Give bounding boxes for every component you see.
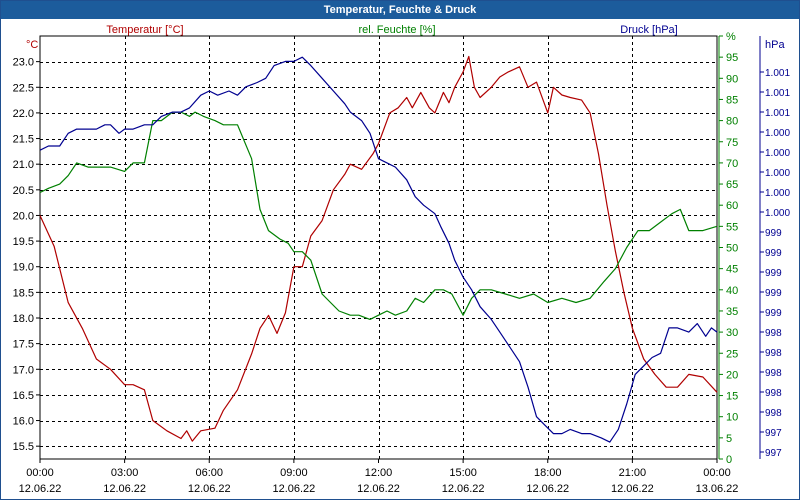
humidity-tick-label: 60 — [726, 200, 738, 212]
temperature-tick-label: 20.5 — [13, 185, 34, 197]
temperature-tick-label: 17.0 — [13, 364, 34, 376]
temperature-unit: °C — [26, 39, 38, 51]
humidity-tick-label: 50 — [726, 243, 738, 255]
pressure-tick-label: 999 — [765, 248, 782, 259]
humidity-tick-label: % — [726, 31, 736, 43]
humidity-tick-label: 70 — [726, 158, 738, 170]
humidity-tick-label: 15 — [726, 391, 738, 403]
pressure-tick-label: 998 — [765, 368, 782, 379]
temperature-tick-label: 16.5 — [13, 390, 34, 402]
humidity-tick-label: 95 — [726, 52, 738, 64]
time-tick-label: 00:00 — [26, 467, 54, 479]
humidity-tick-label: 5 — [726, 433, 732, 445]
humidity-axis-title: rel. Feuchte [%] — [358, 24, 435, 36]
temperature-tick-label: 22.0 — [13, 108, 34, 120]
humidity-tick-label: 35 — [726, 306, 738, 318]
time-tick-label: 15:00 — [449, 467, 477, 479]
pressure-tick-label: 998 — [765, 348, 782, 359]
temperature-axis-title: Temperatur [°C] — [106, 24, 183, 36]
humidity-tick-label: 65 — [726, 179, 738, 191]
time-tick-label: 21:00 — [619, 467, 647, 479]
temperature-tick-label: 22.5 — [13, 82, 34, 94]
pressure-tick-label: 1.000 — [765, 148, 790, 159]
temperature-tick-label: 20.0 — [13, 210, 34, 222]
humidity-tick-label: 80 — [726, 116, 738, 128]
pressure-tick-label: 1.000 — [765, 208, 790, 219]
pressure-tick-label: 1.000 — [765, 168, 790, 179]
date-tick-label: 12.06.22 — [526, 483, 569, 495]
pressure-unit: hPa — [765, 39, 785, 51]
date-tick-label: 12.06.22 — [611, 483, 654, 495]
date-tick-label: 12.06.22 — [442, 483, 485, 495]
date-tick-label: 12.06.22 — [188, 483, 231, 495]
humidity-tick-label: 10 — [726, 412, 738, 424]
date-tick-label: 12.06.22 — [357, 483, 400, 495]
series-group — [39, 55, 718, 443]
time-tick-label: 18:00 — [534, 467, 562, 479]
time-tick-label: 09:00 — [280, 467, 308, 479]
humidity-tick-label: 25 — [726, 348, 738, 360]
temperature-tick-label: 18.0 — [13, 313, 34, 325]
pressure-tick-label: 997 — [765, 448, 782, 459]
humidity-tick-label: 75 — [726, 137, 738, 149]
time-tick-label: 06:00 — [195, 467, 223, 479]
time-tick-label: 03:00 — [111, 467, 139, 479]
date-tick-label: 12.06.22 — [103, 483, 146, 495]
pressure-tick-label: 1.001 — [765, 88, 790, 99]
pressure-tick-label: 999 — [765, 308, 782, 319]
date-tick-label: 12.06.22 — [19, 483, 62, 495]
temperature-tick-label: 21.0 — [13, 159, 34, 171]
temperature-tick-label: 21.5 — [13, 134, 34, 146]
humidity-tick-label: 90 — [726, 73, 738, 85]
temperature-axis: 15.5 16.0 16.5 17.0 17.5 18.0 18.5 19.0 19.5 20.0… — [13, 57, 40, 453]
pressure-axis-title: Druck [hPa] — [620, 24, 677, 36]
pressure-tick-label: 997 — [765, 428, 782, 439]
time-tick-label: 12:00 — [365, 467, 393, 479]
pressure-tick-label: 999 — [765, 288, 782, 299]
pressure-tick-label: 1.000 — [765, 188, 790, 199]
temperature-tick-label: 18.5 — [13, 287, 34, 299]
temperature-tick-label: 23.0 — [13, 57, 34, 69]
humidity-tick-label: 30 — [726, 327, 738, 339]
pressure-axis: 997 997 998 998 998 998 998 999 999 999 999 999 1.00… — [759, 36, 790, 459]
series-line-temperatur — [39, 55, 718, 442]
pressure-tick-label: 1.000 — [765, 128, 790, 139]
pressure-tick-label: 998 — [765, 388, 782, 399]
temperature-tick-label: 16.0 — [13, 416, 34, 428]
window-title: Temperatur, Feuchte & Druck — [1, 1, 799, 19]
pressure-tick-label: 1.001 — [765, 68, 790, 79]
pressure-tick-label: 998 — [765, 328, 782, 339]
humidity-tick-label: 20 — [726, 369, 738, 381]
temperature-tick-label: 15.5 — [13, 441, 34, 453]
series-line-rel-feuchte — [39, 111, 718, 320]
humidity-tick-label: 85 — [726, 94, 738, 106]
pressure-tick-label: 999 — [765, 268, 782, 279]
pressure-tick-label: 1.001 — [765, 108, 790, 119]
time-axis: 00:00 12.06.22 03:00 12.06.22 06:00 12.06.22 0… — [19, 459, 739, 495]
pressure-tick-label: 999 — [765, 228, 782, 239]
date-tick-label: 13.06.22 — [696, 483, 739, 495]
grid-lines — [40, 36, 717, 459]
pressure-tick-label: 998 — [765, 408, 782, 419]
humidity-tick-label: 40 — [726, 285, 738, 297]
date-tick-label: 12.06.22 — [272, 483, 315, 495]
humidity-tick-label: 45 — [726, 264, 738, 276]
humidity-axis: 0 5 10 15 20 25 30 35 40 45 50 55 60 65 70 75 80 85 90 95% — [718, 31, 738, 466]
time-tick-label: 00:00 — [703, 467, 731, 479]
temperature-tick-label: 19.0 — [13, 262, 34, 274]
temperature-tick-label: 17.5 — [13, 339, 34, 351]
humidity-tick-label: 0 — [726, 454, 732, 466]
temperature-tick-label: 19.5 — [13, 236, 34, 248]
humidity-tick-label: 55 — [726, 221, 738, 233]
series-line-druck — [39, 56, 718, 443]
